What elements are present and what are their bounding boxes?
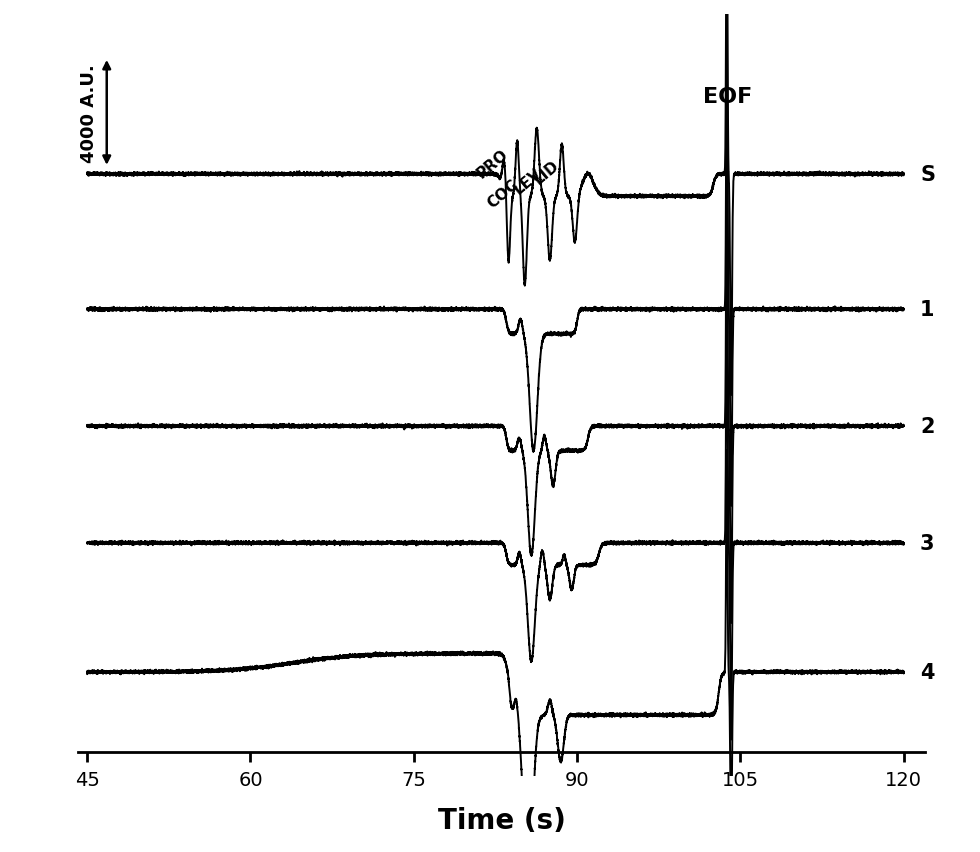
Text: LEV: LEV [512, 165, 545, 197]
Text: COC: COC [485, 177, 521, 211]
Text: 1: 1 [920, 300, 935, 320]
Text: S: S [920, 164, 935, 185]
Text: PRO: PRO [473, 147, 511, 181]
Text: LID: LID [531, 158, 563, 187]
Text: 2: 2 [920, 417, 935, 436]
X-axis label: Time (s): Time (s) [438, 806, 565, 833]
Text: 3: 3 [920, 533, 935, 553]
Text: EOF: EOF [703, 87, 752, 107]
Text: 4000 A.U.: 4000 A.U. [80, 64, 98, 163]
Text: 4: 4 [920, 662, 935, 682]
